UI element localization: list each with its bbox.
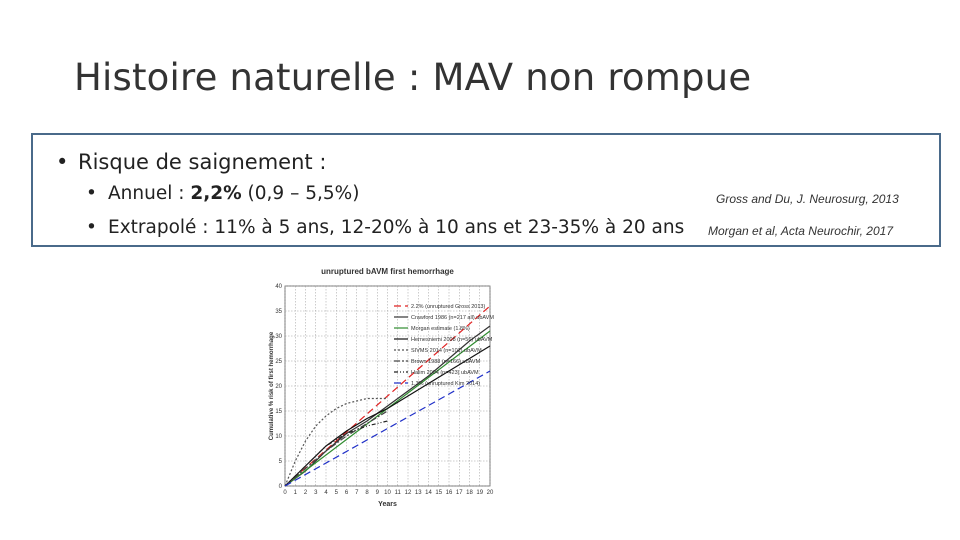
- series-line-8: [284, 370, 491, 487]
- legend-label-7: Halim 2004 (n=423) ubAVM: [411, 370, 479, 376]
- y-tick-label: 35: [275, 309, 282, 315]
- x-tick-label: 9: [376, 490, 380, 496]
- x-tick-label: 10: [384, 490, 391, 496]
- bullet-bleeding-risk: • Risque de saignement :: [56, 150, 326, 174]
- x-tick-label: 17: [456, 490, 463, 496]
- chart-title: unruptured bAVM first hemorrhage: [321, 267, 454, 276]
- x-tick-label: 6: [345, 490, 349, 496]
- legend-label-8: 1.3% (unruptured Kim 2014): [411, 381, 480, 387]
- y-tick-label: 0: [279, 484, 283, 490]
- x-tick-label: 3: [314, 490, 318, 496]
- sub-bullet-annual: • Annuel : 2,2% (0,9 – 5,5%): [86, 183, 359, 204]
- annual-prefix: Annuel :: [108, 183, 191, 204]
- legend-label-2: Crawford 1986 (n=217 all) ubAVM: [411, 315, 494, 321]
- legend-label-3: Morgan estimate (1.8%): [411, 326, 470, 332]
- series-line-2: [284, 325, 491, 487]
- y-tick-label: 5: [279, 459, 283, 465]
- y-axis-label: Cumulative % risk of first hemorrhage: [269, 331, 275, 440]
- series-line-1: [284, 305, 491, 487]
- x-tick-label: 13: [415, 490, 422, 496]
- slide-title: Histoire naturelle : MAV non rompue: [74, 56, 752, 99]
- x-tick-label: 11: [395, 490, 402, 496]
- x-tick-label: 19: [476, 490, 483, 496]
- content-box: [31, 133, 941, 247]
- annual-rate: 2,2%: [190, 183, 242, 204]
- extrapolated-text: Extrapolé : 11% à 5 ans, 12-20% à 10 ans…: [108, 217, 685, 238]
- y-tick-label: 10: [275, 434, 282, 440]
- annual-range: (0,9 – 5,5%): [241, 183, 360, 204]
- x-axis-label: Years: [378, 501, 397, 508]
- reference-gross: Gross and Du, J. Neurosurg, 2013: [716, 192, 899, 206]
- legend-label-5: SIVMS 2014 (n=101) ubAVM: [411, 348, 482, 354]
- bullet-glyph: •: [56, 150, 69, 174]
- bullet-glyph: •: [86, 183, 97, 204]
- series-line-4: [284, 345, 491, 487]
- x-tick-label: 20: [487, 490, 494, 496]
- x-tick-label: 16: [446, 490, 453, 496]
- y-tick-label: 30: [275, 334, 282, 340]
- x-tick-label: 18: [466, 490, 473, 496]
- y-tick-label: 25: [275, 359, 282, 365]
- reference-morgan: Morgan et al, Acta Neurochir, 2017: [708, 224, 893, 238]
- x-tick-label: 8: [365, 490, 369, 496]
- bullet-text: Risque de saignement :: [78, 150, 327, 174]
- x-tick-label: 2: [304, 490, 308, 496]
- sub-bullet-extrapolated: • Extrapolé : 11% à 5 ans, 12-20% à 10 an…: [86, 217, 684, 238]
- series-line-7: [284, 420, 388, 487]
- x-tick-label: 12: [405, 490, 412, 496]
- x-tick-label: 14: [425, 490, 432, 496]
- x-tick-label: 1: [294, 490, 298, 496]
- legend-label-6: Brown 1988 (n=166) ubAVM: [411, 359, 481, 365]
- y-tick-label: 20: [275, 384, 282, 390]
- x-tick-label: 7: [355, 490, 359, 496]
- y-tick-label: 40: [275, 284, 282, 290]
- bullet-glyph: •: [86, 217, 97, 238]
- y-tick-label: 15: [275, 409, 282, 415]
- x-tick-label: 4: [324, 490, 328, 496]
- x-tick-label: 5: [335, 490, 339, 496]
- x-tick-label: 15: [435, 490, 442, 496]
- legend-label-4: Hernesniemi 2008 (n=56) ubAVM: [411, 337, 493, 343]
- legend-label-1: 2.2% (unruptured Gross 2013): [411, 304, 485, 310]
- x-tick-label: 0: [283, 490, 287, 496]
